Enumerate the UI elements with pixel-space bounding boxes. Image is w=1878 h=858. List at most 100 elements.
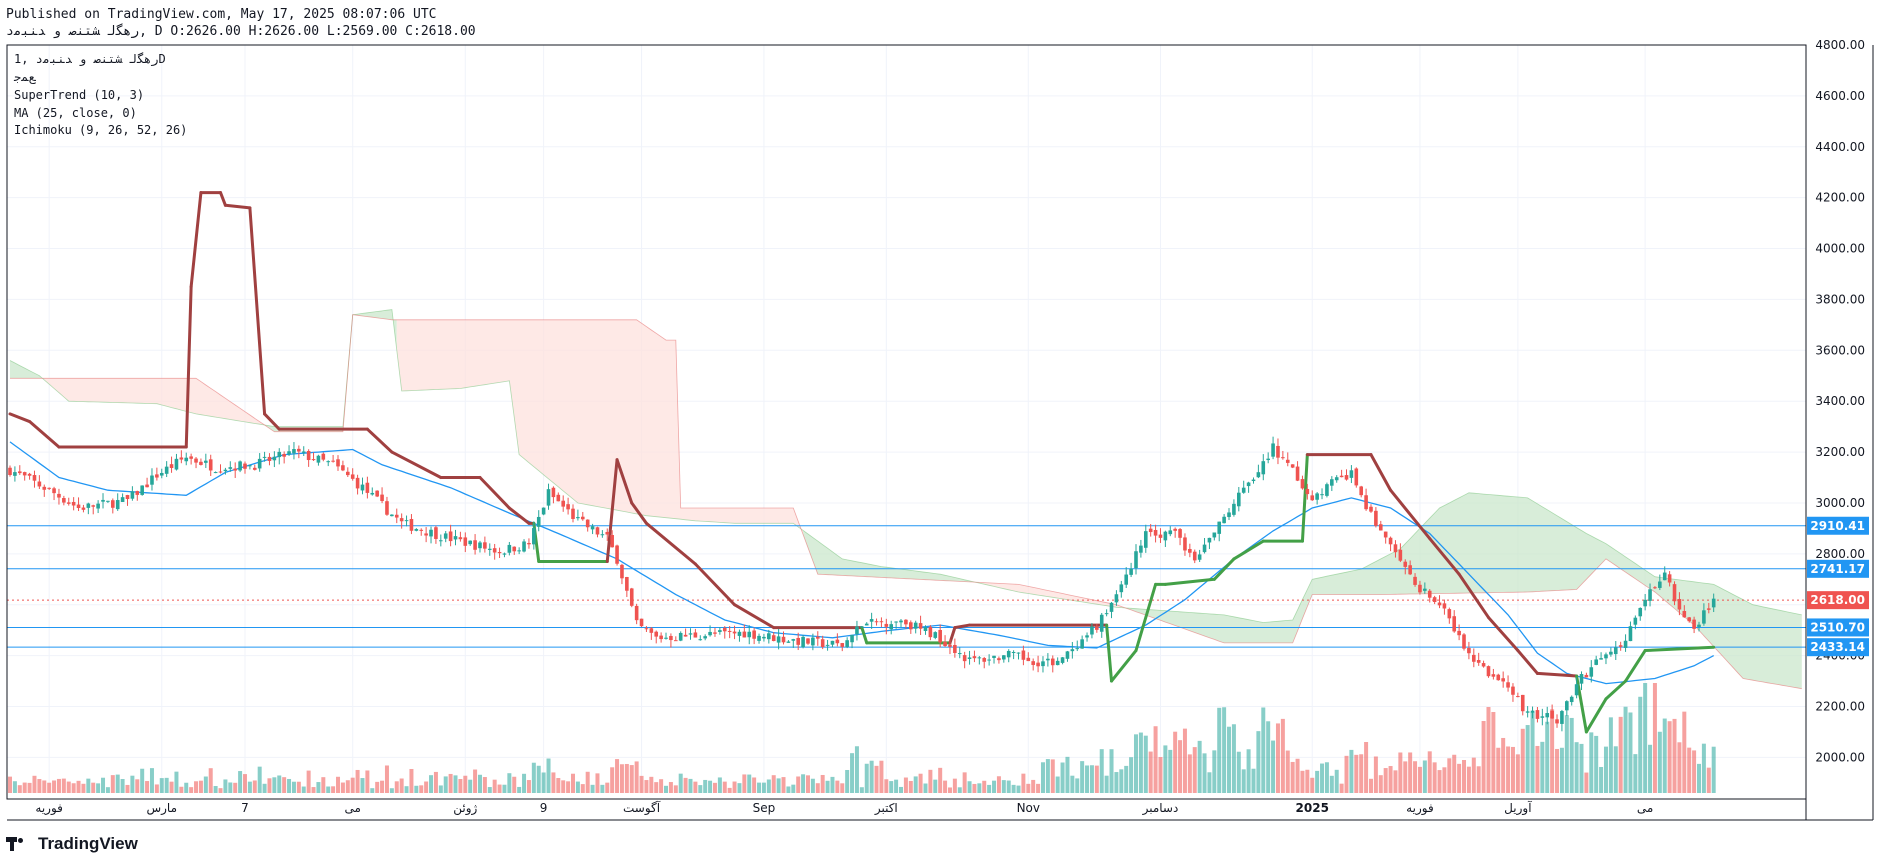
candle-body <box>1065 651 1070 659</box>
volume-bar <box>380 780 385 793</box>
candle-body <box>463 537 468 546</box>
candle-body <box>1310 495 1315 501</box>
legend-ma[interactable]: MA (25, close, 0) <box>14 106 137 120</box>
candle-body <box>1212 532 1217 538</box>
candle-body <box>468 540 472 545</box>
time-tick-label: 2025 <box>1296 801 1329 815</box>
candle-body <box>532 528 536 545</box>
volume-bar <box>1036 783 1041 793</box>
supertrend-down <box>1428 537 1461 576</box>
volume-bar <box>409 768 414 793</box>
candle-body <box>1418 584 1422 593</box>
volume-bar <box>526 780 531 793</box>
volume-bar <box>874 765 879 793</box>
supertrend-down <box>219 191 227 207</box>
candle-body <box>1442 603 1447 609</box>
candle-body <box>1667 574 1672 583</box>
candle-body <box>894 621 898 623</box>
candle-body <box>610 535 614 548</box>
volume-bar <box>693 781 698 793</box>
candle-body <box>1481 663 1486 667</box>
supertrend-down <box>8 412 32 424</box>
candle-body <box>66 502 71 504</box>
volume-bar <box>1550 709 1555 793</box>
volume-bar <box>644 780 649 793</box>
volume-bar <box>1266 721 1271 793</box>
candle-body <box>1246 482 1251 487</box>
candle-body <box>1467 647 1471 654</box>
volume-bar <box>1320 763 1325 793</box>
candle-body <box>771 635 776 642</box>
brand-name: TradingView <box>38 834 138 853</box>
volume-bar <box>1496 747 1501 793</box>
candle-body <box>1662 572 1667 581</box>
candle-body <box>1579 674 1584 684</box>
volume-bar <box>130 775 135 793</box>
volume-bar <box>433 771 438 793</box>
candle-body <box>678 632 683 641</box>
volume-bar <box>321 777 326 793</box>
volume-bar <box>664 785 669 793</box>
candle-body <box>174 458 179 470</box>
candle-body <box>208 459 213 471</box>
candle-body <box>889 624 894 630</box>
candle-body <box>522 541 526 552</box>
volume-bar <box>850 753 855 793</box>
legend-supertrend[interactable]: SuperTrend (10, 3) <box>14 88 144 102</box>
candle-body <box>228 467 233 469</box>
volume-bar <box>1662 718 1667 793</box>
candle-body <box>1119 584 1124 593</box>
candle-body <box>1677 599 1682 610</box>
volume-bar <box>629 765 634 793</box>
candle-body <box>1555 719 1559 724</box>
candle-body <box>1217 521 1222 534</box>
candle-body <box>223 469 228 472</box>
candle-body <box>311 459 316 461</box>
candle-body <box>439 540 443 542</box>
tradingview-logo[interactable]: TradingView <box>6 834 138 854</box>
candle-body <box>1349 470 1354 478</box>
volume-bar <box>198 780 203 793</box>
time-tick-label: 7 <box>241 801 249 815</box>
candle-body <box>448 531 453 542</box>
volume-bar <box>1589 732 1594 793</box>
volume-bar <box>1305 769 1310 793</box>
volume-bar <box>815 783 820 793</box>
volume-bar <box>1251 768 1256 793</box>
volume-bar <box>1178 740 1183 793</box>
candle-body <box>370 492 375 495</box>
volume-bar <box>1574 742 1579 793</box>
cloud-bearish <box>44 378 265 426</box>
candle-body <box>718 630 722 632</box>
candle-body <box>492 548 497 553</box>
volume-bar <box>610 767 615 793</box>
volume-bar <box>458 779 463 793</box>
candle-body <box>1393 544 1398 553</box>
volume-bar <box>194 781 199 793</box>
published-header: Published on TradingView.com, May 17, 20… <box>6 6 476 40</box>
volume-bar <box>443 776 448 793</box>
candle-body <box>1055 660 1060 666</box>
volume-bar <box>854 746 859 793</box>
supertrend-down <box>733 603 776 630</box>
volume-bar <box>1657 731 1662 793</box>
time-tick-label: ﻣﺎرس <box>146 801 177 816</box>
volume-bar <box>71 783 76 793</box>
volume-bar <box>1584 772 1589 793</box>
candle-body <box>884 623 889 627</box>
volume-bar <box>1398 752 1403 793</box>
volume-bar <box>541 772 546 793</box>
candle-body <box>850 634 854 643</box>
volume-bar <box>566 781 571 793</box>
candle-body <box>864 623 869 626</box>
volume-bar <box>1481 721 1486 793</box>
volume-bar <box>125 784 130 793</box>
candle-body <box>811 637 815 646</box>
volume-bar <box>1447 758 1452 793</box>
candle-body <box>497 552 502 554</box>
legend-ichimoku[interactable]: Ichimoku (9, 26, 52, 26) <box>14 123 187 137</box>
candle-body <box>1036 662 1040 667</box>
volume-bar <box>1104 775 1109 793</box>
supertrend-down <box>630 501 648 525</box>
